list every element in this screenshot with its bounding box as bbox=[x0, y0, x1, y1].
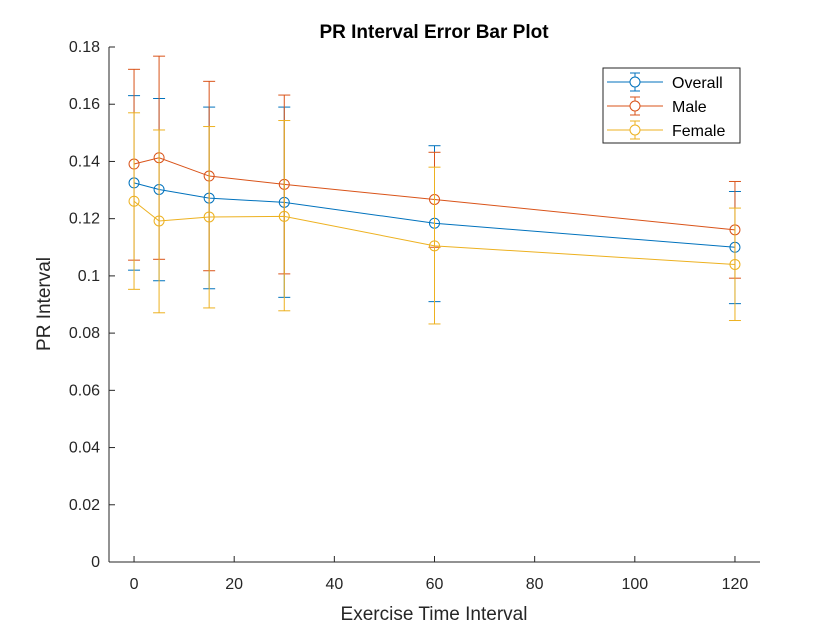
y-tick-label: 0.16 bbox=[69, 96, 100, 113]
y-tick-label: 0.12 bbox=[69, 211, 100, 228]
y-tick-label: 0.08 bbox=[69, 325, 100, 342]
y-tick-label: 0 bbox=[91, 554, 100, 571]
legend-label: Female bbox=[672, 123, 725, 140]
y-tick-label: 0.02 bbox=[69, 497, 100, 514]
legend-marker bbox=[629, 76, 641, 88]
legend-marker bbox=[629, 100, 641, 112]
y-tick-label: 0.04 bbox=[69, 440, 100, 457]
y-tick-label: 0.18 bbox=[69, 39, 100, 56]
x-axis-label: Exercise Time Interval bbox=[341, 604, 528, 625]
legend-label: Overall bbox=[672, 75, 723, 92]
legend-entry-male: Male bbox=[607, 96, 707, 116]
x-tick-label: 40 bbox=[325, 576, 343, 593]
x-tick-label: 120 bbox=[722, 576, 749, 593]
data-point bbox=[729, 258, 741, 270]
legend-entry-female: Female bbox=[607, 120, 725, 140]
x-tick-label: 60 bbox=[426, 576, 444, 593]
legend-entry-overall: Overall bbox=[607, 72, 723, 92]
y-tick-label: 0.14 bbox=[69, 153, 100, 170]
legend: Overall Male Female bbox=[602, 67, 741, 144]
y-axis-label: PR Interval bbox=[34, 257, 55, 351]
y-axis-ticks: 0 0.02 0.04 0.06 0.08 0.1 0.12 0.14 0.16 0.18 bbox=[69, 39, 115, 571]
data-point bbox=[153, 215, 165, 227]
data-point bbox=[128, 195, 140, 207]
x-tick-label: 20 bbox=[225, 576, 243, 593]
legend-marker bbox=[629, 124, 641, 136]
x-tick-label: 100 bbox=[621, 576, 648, 593]
series-layer bbox=[128, 55, 741, 325]
y-tick-label: 0.06 bbox=[69, 382, 100, 399]
y-tick-label: 0.1 bbox=[78, 268, 100, 285]
series-female bbox=[128, 112, 741, 325]
series-line-overall bbox=[133, 182, 735, 248]
series-line-male bbox=[133, 157, 736, 231]
x-tick-label: 0 bbox=[130, 576, 139, 593]
x-axis-ticks: 0 20 40 60 80 100 120 bbox=[130, 556, 749, 593]
x-tick-label: 80 bbox=[526, 576, 544, 593]
data-point bbox=[278, 210, 290, 222]
data-point bbox=[203, 211, 215, 223]
data-point bbox=[429, 240, 440, 252]
chart-title: PR Interval Error Bar Plot bbox=[319, 22, 549, 43]
legend-label: Male bbox=[672, 99, 707, 116]
